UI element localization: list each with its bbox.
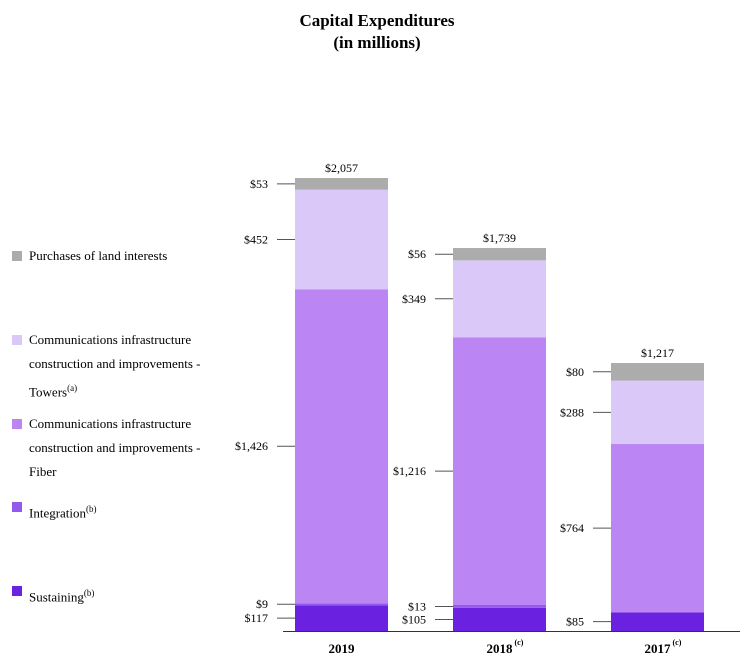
value-label-2017-purchases-of-land-interests: $80 (566, 365, 584, 379)
total-label-2017: $1,217 (641, 346, 674, 360)
x-tick-label-2018: 2018 (487, 641, 514, 656)
value-label-2018-integration: $13 (408, 599, 426, 613)
value-label-2019-communications-infrastructure-construction-and-improvements-fiber: $1,426 (235, 439, 268, 453)
chart-title: Capital Expenditures (299, 11, 455, 30)
bar-segment-2019-communications-infrastructure-construction-and-improvements-fiber (295, 289, 388, 604)
value-label-2018-purchases-of-land-interests: $56 (408, 247, 426, 261)
bar-segment-2019-integration (295, 603, 388, 606)
legend-footnote-sustaining: (b) (83, 588, 95, 598)
legend-swatch-integration (12, 502, 22, 512)
bar-segment-2017-sustaining (611, 612, 704, 631)
legend-label-integration: Integration(b) (29, 504, 97, 521)
chart-subtitle: (in millions) (333, 33, 421, 52)
bar-segment-2018-communications-infrastructure-construction-and-improvements-towers (453, 260, 546, 338)
x-tick-footnote-2018: (c) (515, 638, 524, 647)
value-label-2019-communications-infrastructure-construction-and-improvements-towers: $452 (244, 232, 268, 246)
bar-segment-2017-communications-infrastructure-construction-and-improvements-fiber (611, 444, 704, 613)
legend-item-sustaining: Sustaining(b) (12, 581, 227, 609)
bar-segment-2018-integration (453, 605, 546, 608)
legend-swatch-towers (12, 335, 22, 345)
legend-footnote-towers: (a) (67, 383, 78, 393)
legend-footnote-integration: (b) (86, 504, 97, 514)
legend-label-fiber: Communications infrastructure constructio… (29, 416, 201, 479)
legend-item-integration: Integration(b) (12, 497, 227, 525)
bar-segment-2018-purchases-of-land-interests (453, 248, 546, 261)
legend-item-fiber: Communications infrastructure constructio… (12, 412, 227, 484)
bar-segment-2019-purchases-of-land-interests (295, 178, 388, 190)
value-label-2017-communications-infrastructure-construction-and-improvements-towers: $288 (560, 405, 584, 419)
value-label-2018-communications-infrastructure-construction-and-improvements-fiber: $1,216 (393, 464, 426, 478)
legend-swatch-sustaining (12, 586, 22, 596)
value-label-2017-communications-infrastructure-construction-and-improvements-fiber: $764 (560, 521, 584, 535)
legend-swatch-land (12, 251, 22, 261)
legend-label-sustaining: Sustaining(b) (29, 588, 95, 605)
x-tick-label-2019: 2019 (329, 641, 356, 656)
chart-title-block: Capital Expenditures (in millions) (0, 10, 754, 54)
value-label-2019-integration: $9 (256, 597, 268, 611)
legend-swatch-fiber (12, 419, 22, 429)
bar-segment-2018-communications-infrastructure-construction-and-improvements-fiber (453, 337, 546, 606)
bar-segment-2019-communications-infrastructure-construction-and-improvements-towers (295, 189, 388, 290)
value-label-2019-sustaining: $117 (244, 611, 268, 625)
legend-item-land: Purchases of land interests (12, 244, 227, 268)
value-label-2018-sustaining: $105 (402, 612, 426, 626)
value-label-2017-sustaining: $85 (566, 615, 584, 629)
bar-segment-2018-sustaining (453, 607, 546, 631)
total-label-2018: $1,739 (483, 231, 516, 245)
legend-label-towers: Communications infrastructure constructio… (29, 332, 201, 400)
x-tick-footnote-2017: (c) (673, 638, 682, 647)
total-label-2019: $2,057 (325, 161, 358, 175)
legend-item-towers: Communications infrastructure constructio… (12, 328, 227, 404)
bar-segment-2017-purchases-of-land-interests (611, 362, 704, 381)
value-label-2019-purchases-of-land-interests: $53 (250, 177, 268, 191)
x-tick-label-2017: 2017 (645, 641, 672, 656)
bar-segment-2019-sustaining (295, 605, 388, 631)
value-label-2018-communications-infrastructure-construction-and-improvements-towers: $349 (402, 292, 426, 306)
legend-label-land: Purchases of land interests (29, 248, 168, 263)
bar-segment-2017-communications-infrastructure-construction-and-improvements-towers (611, 380, 704, 445)
